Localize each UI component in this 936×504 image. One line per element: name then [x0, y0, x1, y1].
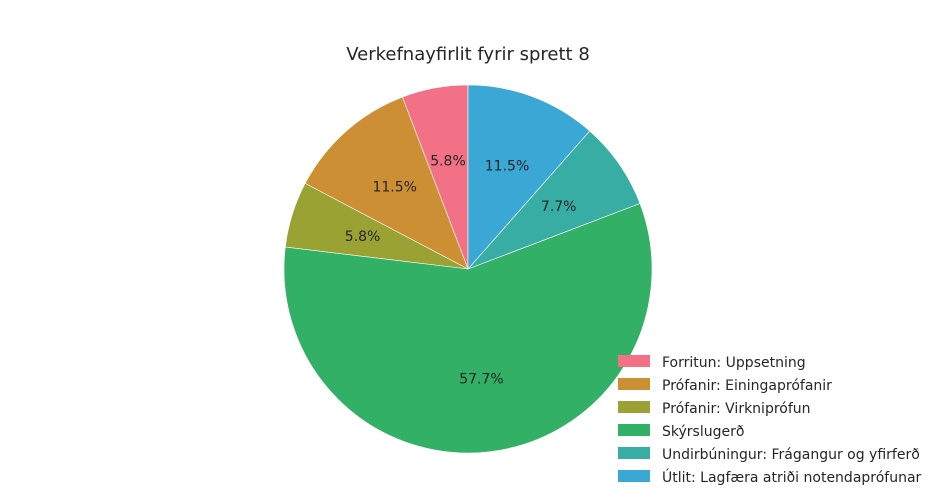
legend-label-6: Útlit: Lagfæra atriði notendaprófunar — [662, 468, 922, 486]
legend-label-5: Undirbúningur: Frágangur og yfirferð — [662, 447, 920, 463]
pie-slice-6 — [467, 84, 591, 270]
legend-swatch-3 — [618, 401, 650, 413]
pie-percent-label-2: 11.5% — [372, 179, 416, 195]
pie-slice-2 — [304, 96, 469, 270]
pie-slice-4 — [283, 203, 653, 454]
legend-swatch-2 — [618, 378, 650, 390]
pie-percent-label-5: 7.7% — [541, 199, 577, 215]
legend-swatch-4 — [618, 424, 650, 436]
legend: Forritun: Uppsetning Prófanir: Einingapró… — [618, 355, 922, 486]
legend-swatch-6 — [618, 470, 650, 482]
chart-title: Verkefnayfirlit fyrir sprett 8 — [346, 44, 590, 65]
legend-label-4: Skýrslugerð — [662, 424, 744, 440]
pie-percent-labels: 5.8% 11.5% 5.8% 57.7% 7.7% 11.5% — [345, 153, 577, 387]
pie-percent-label-4: 57.7% — [459, 372, 503, 388]
pie-slices — [283, 84, 653, 454]
pie-percent-label-1: 5.8% — [430, 153, 466, 169]
legend-label-1: Forritun: Uppsetning — [662, 355, 806, 371]
legend-label-3: Prófanir: Virkniprófun — [662, 401, 811, 417]
pie-percent-label-6: 11.5% — [485, 159, 529, 175]
legend-swatch-5 — [618, 447, 650, 459]
legend-label-2: Prófanir: Einingaprófanir — [662, 378, 832, 394]
pie-percent-label-3: 5.8% — [345, 229, 381, 245]
legend-swatch-1 — [618, 355, 650, 367]
